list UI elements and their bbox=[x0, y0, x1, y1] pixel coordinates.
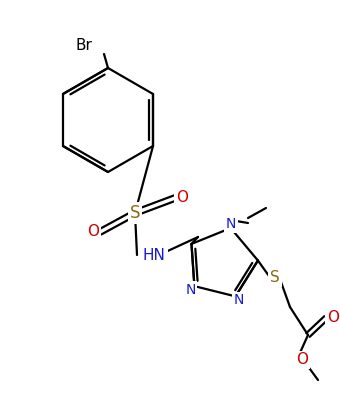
Text: N: N bbox=[233, 293, 244, 307]
Text: O: O bbox=[87, 224, 99, 240]
Text: N: N bbox=[185, 283, 195, 297]
Text: HN: HN bbox=[143, 248, 166, 263]
Text: O: O bbox=[296, 353, 308, 367]
Text: S: S bbox=[130, 204, 140, 222]
Text: O: O bbox=[327, 310, 339, 326]
Text: Br: Br bbox=[75, 39, 92, 53]
Text: S: S bbox=[270, 271, 280, 285]
Text: N: N bbox=[225, 217, 236, 231]
Text: O: O bbox=[176, 191, 188, 205]
